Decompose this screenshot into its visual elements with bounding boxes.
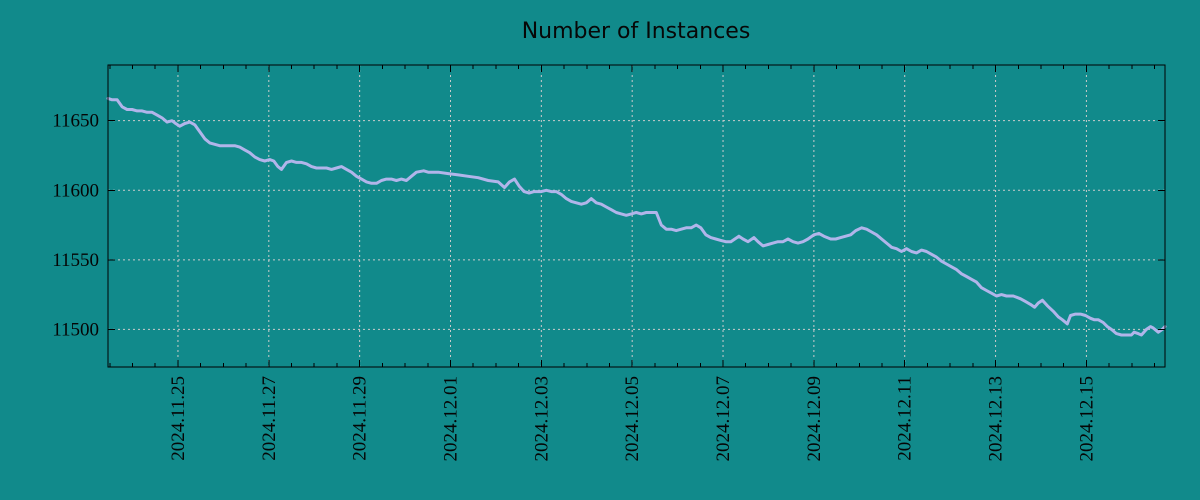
x-tick-label: 2024.12.05 xyxy=(622,376,643,462)
y-tick-label: 11650 xyxy=(52,111,99,132)
grid-layer xyxy=(108,65,1165,367)
axis-frame xyxy=(107,64,1166,368)
instances-line xyxy=(106,96,1167,337)
x-tick-label: 2024.12.01 xyxy=(440,376,461,462)
y-tick-label: 11550 xyxy=(52,250,99,271)
x-tick-label: 2024.12.13 xyxy=(986,376,1007,462)
x-tick-label: 2024.12.09 xyxy=(804,376,825,462)
chart-title: Number of Instances xyxy=(522,19,751,44)
series-layer xyxy=(106,96,1167,337)
plot-border xyxy=(107,64,1166,368)
y-tick-label: 11600 xyxy=(52,180,99,201)
x-tick-label: 2024.11.25 xyxy=(168,376,189,461)
tick-labels: 11500 11550 11600 11650 2024.11.25 2024.11.27… xyxy=(52,111,1097,462)
x-tick-label: 2024.12.07 xyxy=(713,376,734,462)
x-tick-label: 2024.11.29 xyxy=(350,376,371,461)
x-tick-label: 2024.12.03 xyxy=(531,376,552,462)
x-tick-label: 2024.12.15 xyxy=(1076,376,1097,462)
x-tick-label: 2024.12.11 xyxy=(895,376,916,461)
y-tick-label: 11500 xyxy=(52,319,99,340)
x-tick-label: 2024.11.27 xyxy=(259,376,280,461)
